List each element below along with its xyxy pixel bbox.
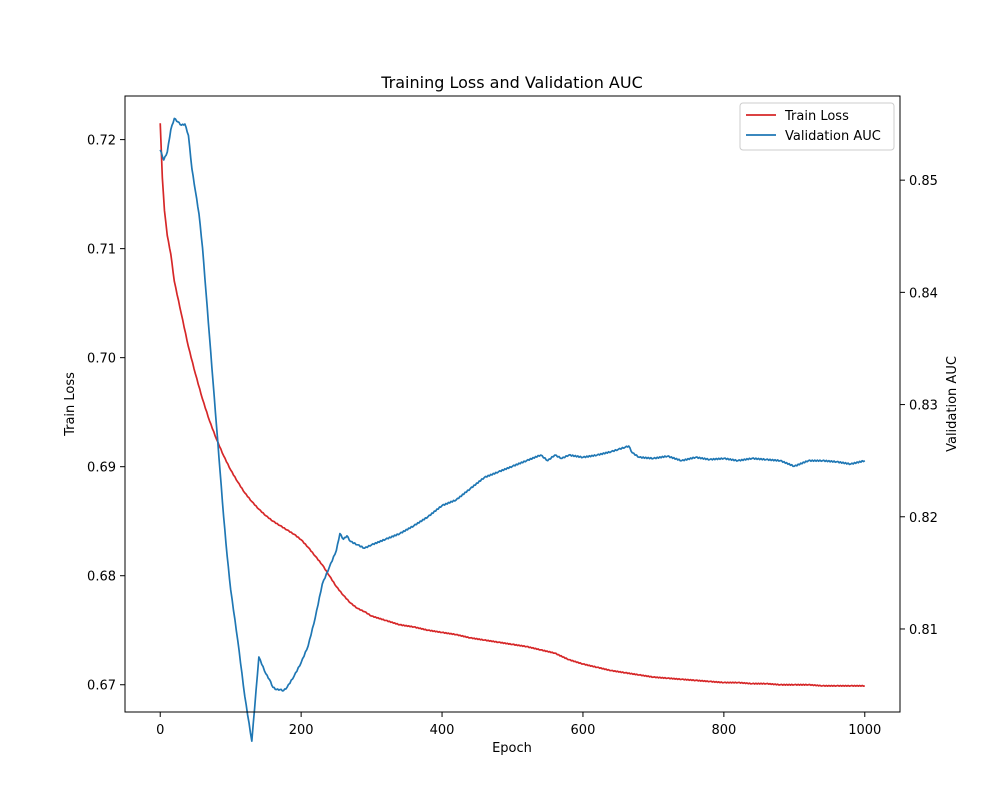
- legend-label-validation-auc: Validation AUC: [785, 129, 881, 144]
- legend: Train Loss Validation AUC: [739, 102, 895, 151]
- plot-frame: [124, 95, 901, 713]
- y-tick-label-left: 0.69: [87, 461, 116, 476]
- y-tick-label-right: 0.85: [909, 174, 938, 189]
- x-tick-label: 400: [430, 723, 455, 738]
- y-tick-label-right: 0.81: [909, 623, 938, 638]
- y-tick-label-right: 0.83: [909, 399, 938, 414]
- y-tick-label-left: 0.71: [87, 243, 116, 258]
- legend-box: [739, 102, 895, 151]
- y-tick-label-left: 0.67: [87, 679, 116, 694]
- x-axis-label: Epoch: [492, 741, 532, 756]
- chart-title: Training Loss and Validation AUC: [380, 73, 643, 92]
- y-axis-label-left: Train Loss: [63, 372, 78, 437]
- y-tick-label-left: 0.68: [87, 570, 116, 585]
- series-line-validation-auc: [159, 117, 866, 743]
- y-tick-label-right: 0.84: [909, 286, 938, 301]
- y-tick-label-right: 0.82: [909, 511, 938, 526]
- series-line-train-loss: [159, 123, 865, 688]
- x-tick-label: 600: [571, 723, 596, 738]
- ticks-layer: 0 200 400 600 800 1000 0.67 0.68 0.69 0.70 0.71 0.7…: [87, 134, 938, 738]
- y-axis-label-right: Validation AUC: [945, 356, 960, 452]
- y-tick-label-left: 0.70: [87, 352, 116, 367]
- y-tick-label-left: 0.72: [87, 134, 116, 149]
- x-tick-label: 800: [711, 723, 736, 738]
- legend-label-train-loss: Train Loss: [784, 109, 849, 124]
- series-layer: [159, 117, 866, 743]
- x-tick-label: 200: [289, 723, 314, 738]
- x-tick-label: 1000: [848, 723, 881, 738]
- x-tick-label: 0: [156, 723, 164, 738]
